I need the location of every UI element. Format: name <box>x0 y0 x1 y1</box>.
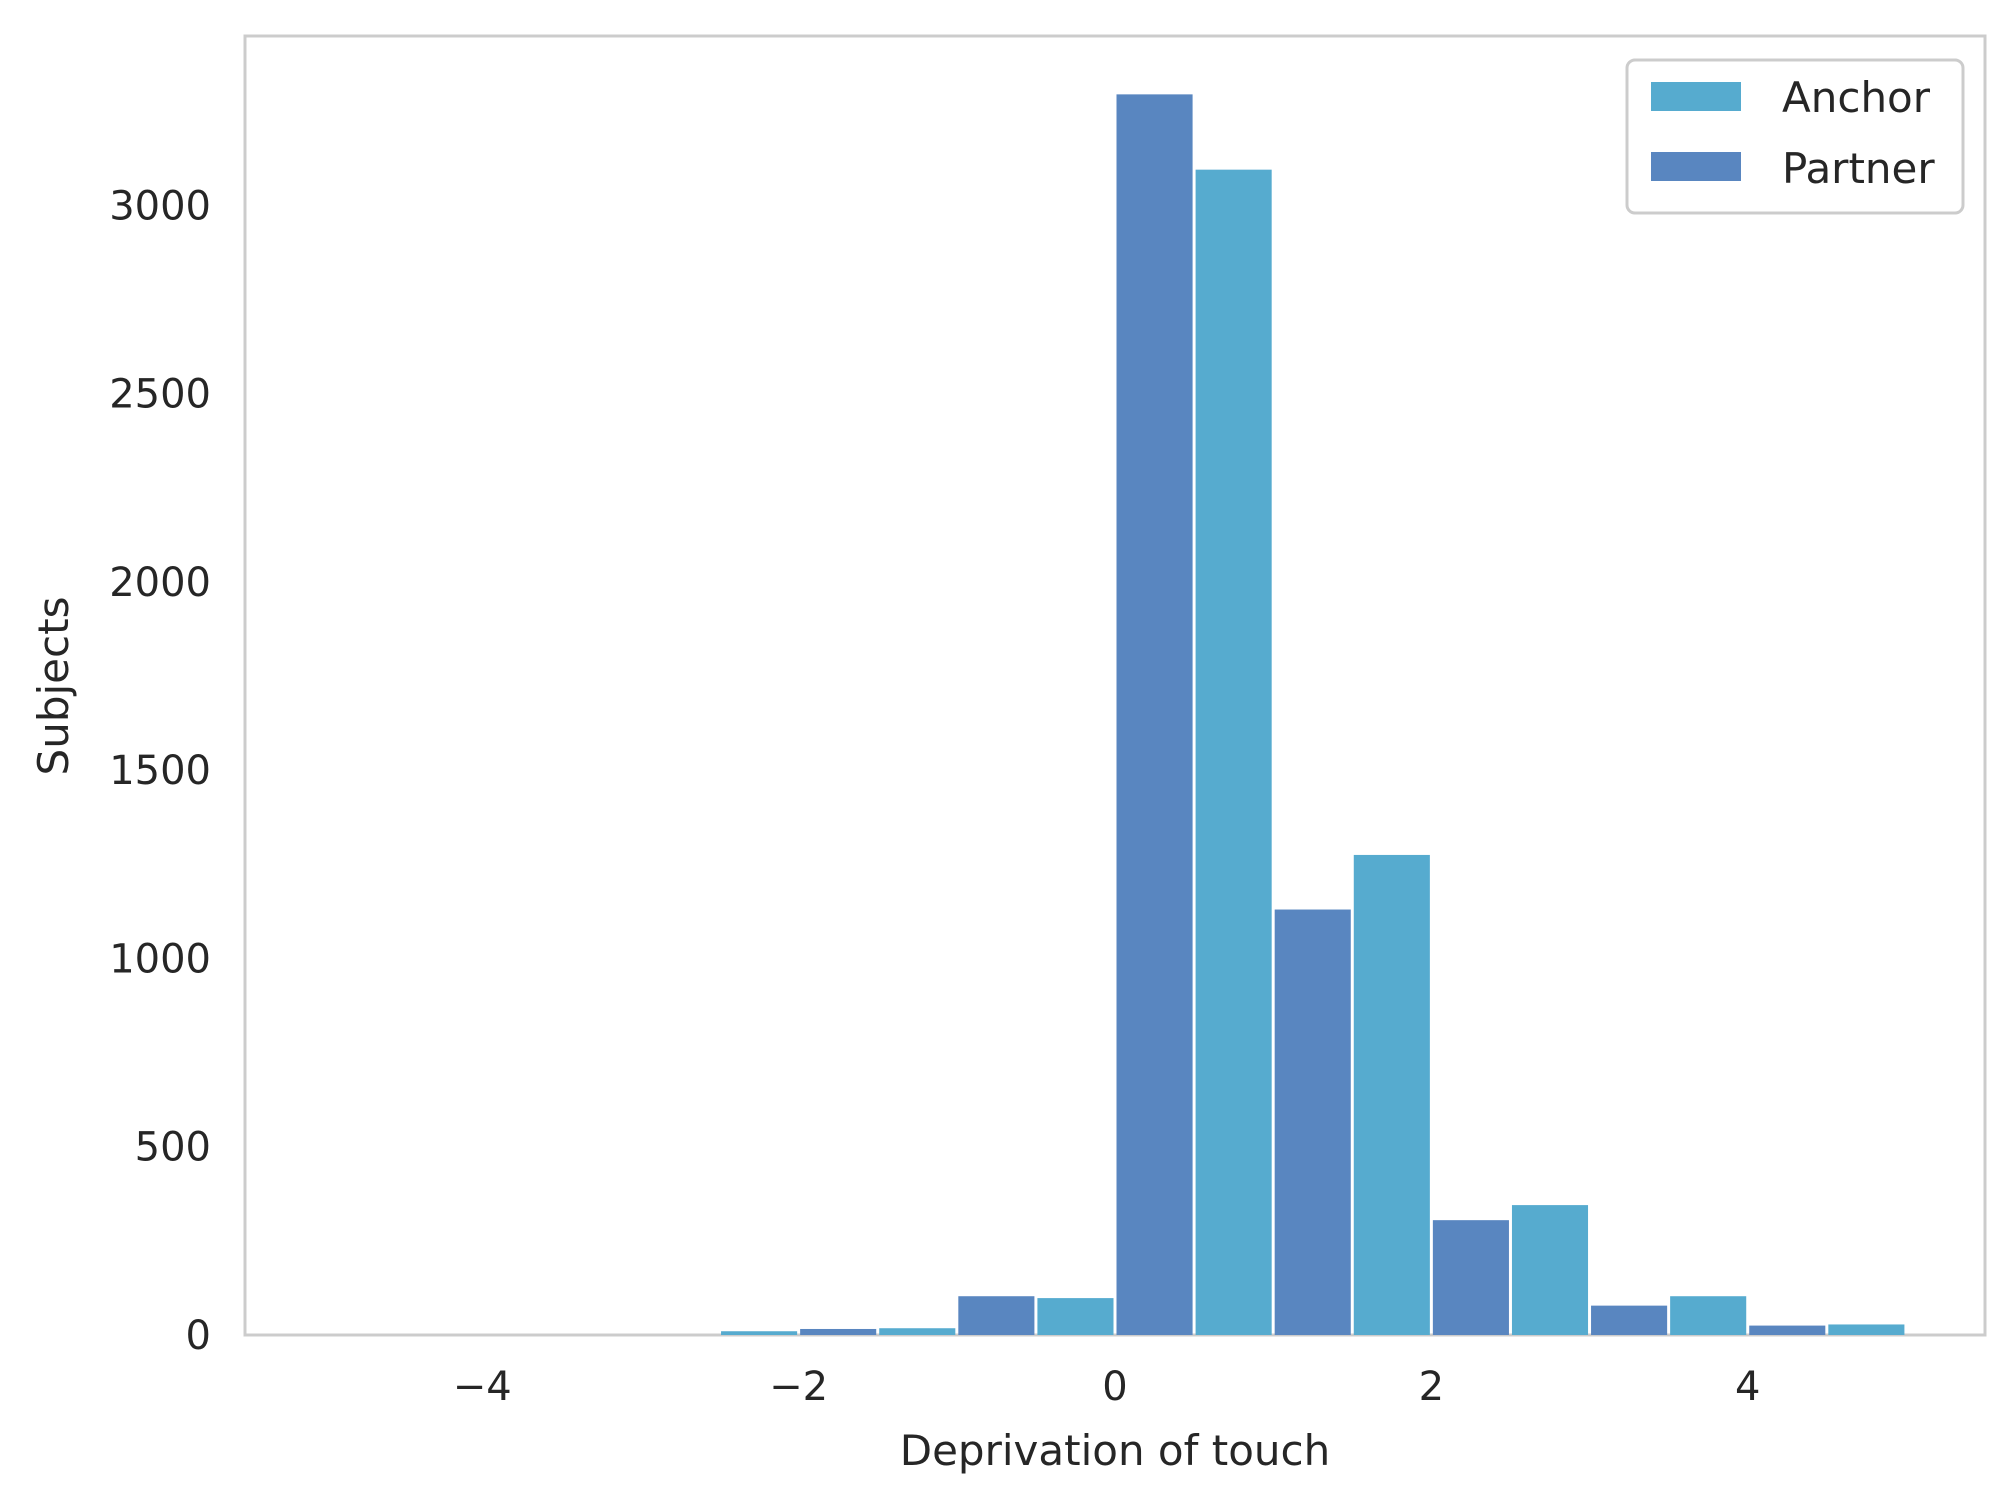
legend-swatch-anchor <box>1651 82 1741 111</box>
bar-partner-0 <box>800 1328 877 1335</box>
bar-partner-4 <box>1432 1220 1509 1335</box>
bar-partner-5 <box>1591 1305 1668 1335</box>
bars-group <box>721 94 1905 1336</box>
bar-anchor-3 <box>1195 169 1272 1335</box>
x-tick-label: 2 <box>1419 1364 1444 1410</box>
bar-partner-2 <box>1116 94 1193 1336</box>
y-axis-label: Subjects <box>29 597 78 776</box>
legend-label-anchor: Anchor <box>1782 73 1931 122</box>
x-tick-label: −2 <box>769 1364 828 1410</box>
bar-anchor-6 <box>1670 1296 1747 1335</box>
legend: Anchor Partner <box>1625 58 1965 215</box>
legend-swatch-partner <box>1651 152 1741 181</box>
bar-anchor-4 <box>1353 854 1430 1335</box>
plot-area <box>243 34 1987 1337</box>
bar-anchor-2 <box>1037 1298 1114 1335</box>
bar-anchor-1 <box>879 1328 956 1335</box>
y-tick-label: 0 <box>186 1313 211 1359</box>
y-tick-label: 1000 <box>109 936 211 982</box>
x-tick-label: 4 <box>1735 1364 1760 1410</box>
y-tick-label: 3000 <box>109 183 211 229</box>
bar-anchor-7 <box>1828 1324 1905 1335</box>
bar-anchor-5 <box>1511 1205 1589 1335</box>
bar-partner-3 <box>1274 909 1351 1335</box>
y-tick-label: 2500 <box>109 372 211 418</box>
bar-anchor-0 <box>721 1331 798 1335</box>
y-tick-labels: 0 500 1000 1500 2000 2500 3000 <box>109 183 211 1359</box>
x-axis-label: Deprivation of touch <box>900 1426 1331 1475</box>
bar-partner-6 <box>1749 1325 1826 1335</box>
y-tick-label: 500 <box>135 1125 211 1171</box>
legend-label-partner: Partner <box>1782 144 1935 193</box>
x-tick-label: 0 <box>1102 1364 1127 1410</box>
y-tick-label: 1500 <box>109 748 211 794</box>
bar-partner-1 <box>958 1296 1035 1335</box>
y-tick-label: 2000 <box>109 560 211 606</box>
x-tick-label: −4 <box>453 1364 512 1410</box>
x-tick-labels: −4 −2 0 2 4 <box>453 1364 1761 1410</box>
